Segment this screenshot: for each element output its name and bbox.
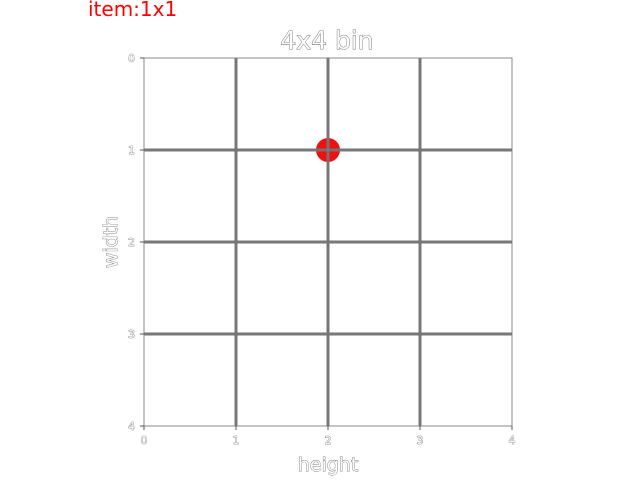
y-tick-label: 1 <box>128 144 135 157</box>
y-tick-label: 2 <box>128 236 135 249</box>
y-tick-label: 0 <box>128 52 135 65</box>
grid-lines <box>144 58 512 426</box>
bin-title: 4x4 bin <box>280 26 373 55</box>
x-tick-label: 3 <box>417 434 424 447</box>
y-axis-label: width <box>100 216 122 268</box>
y-axis-ticks: 0 1 2 3 4 <box>128 52 144 433</box>
x-tick-label: 0 <box>141 434 148 447</box>
y-tick-label: 3 <box>128 328 135 341</box>
x-axis-label: height <box>298 454 359 476</box>
x-axis-ticks: 0 1 2 3 4 <box>140 426 516 447</box>
marker-layer <box>316 138 340 162</box>
y-tick-label: 4 <box>128 420 135 433</box>
x-tick-label: 4 <box>509 434 516 447</box>
item-label: item:1x1 <box>88 0 178 21</box>
x-tick-label: 2 <box>325 434 332 447</box>
x-tick-label: 1 <box>233 434 240 447</box>
